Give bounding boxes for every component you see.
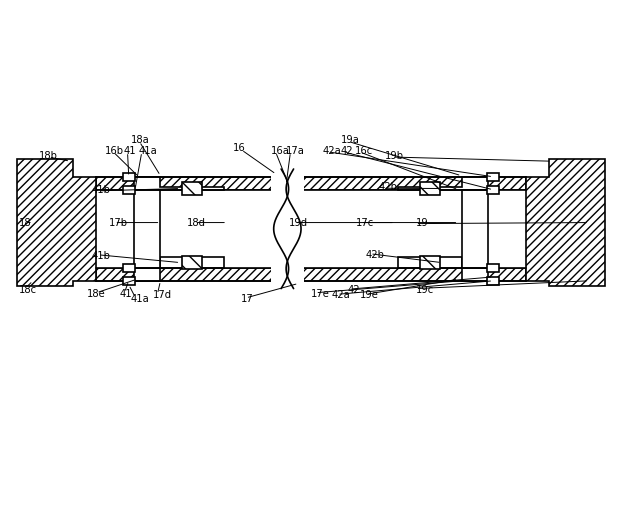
Polygon shape (134, 177, 224, 190)
Text: 17d: 17d (153, 290, 172, 301)
Text: 19: 19 (415, 217, 428, 228)
Bar (123, 264, 135, 271)
Bar (182, 256, 202, 269)
Text: 42: 42 (341, 146, 353, 156)
Text: 42a: 42a (322, 146, 341, 156)
Text: 42: 42 (347, 285, 360, 295)
Bar (487, 264, 499, 271)
Text: 41: 41 (123, 146, 136, 156)
Bar (96, 268, 526, 281)
Text: 19d: 19d (289, 217, 309, 228)
Text: 41a: 41a (131, 294, 149, 304)
Text: 17: 17 (241, 294, 254, 304)
Bar (123, 173, 135, 180)
Text: 17e: 17e (311, 289, 330, 299)
Text: 17b: 17b (109, 217, 128, 228)
Polygon shape (398, 257, 488, 281)
Text: 19c: 19c (415, 285, 434, 295)
Text: 19e: 19e (360, 290, 378, 301)
Bar (420, 256, 440, 269)
Text: 42a: 42a (332, 290, 350, 301)
Text: 18d: 18d (187, 217, 206, 228)
Bar (182, 182, 202, 195)
Text: 17c: 17c (356, 217, 374, 228)
Text: 17a: 17a (286, 146, 305, 156)
Polygon shape (134, 257, 224, 281)
Bar (420, 182, 440, 195)
Text: 42b: 42b (366, 250, 384, 260)
Text: 41: 41 (120, 289, 132, 299)
Polygon shape (526, 159, 605, 286)
Polygon shape (398, 177, 488, 190)
Text: 18b: 18b (39, 151, 58, 161)
Bar (487, 173, 499, 180)
Text: 19b: 19b (384, 151, 404, 161)
Text: 18e: 18e (87, 289, 106, 299)
Text: 16b: 16b (104, 146, 124, 156)
Text: 16a: 16a (271, 146, 289, 156)
Text: 18: 18 (19, 217, 31, 228)
Text: 18c: 18c (19, 285, 37, 295)
Bar (487, 186, 499, 193)
Text: 16: 16 (233, 143, 246, 153)
Bar (487, 277, 499, 284)
Bar (96, 177, 526, 190)
Bar (462, 190, 488, 268)
Bar (271, 166, 304, 291)
Bar (96, 190, 526, 268)
Polygon shape (17, 159, 96, 286)
Bar (123, 186, 135, 193)
Text: 41b: 41b (91, 251, 110, 261)
Text: 19a: 19a (341, 135, 360, 146)
Text: 18a: 18a (131, 135, 149, 146)
Bar (134, 190, 160, 268)
Text: 16c: 16c (355, 146, 373, 156)
Text: 41b: 41b (91, 185, 110, 195)
Text: 42b: 42b (378, 182, 397, 192)
Text: 41a: 41a (138, 146, 157, 156)
Bar (123, 277, 135, 284)
